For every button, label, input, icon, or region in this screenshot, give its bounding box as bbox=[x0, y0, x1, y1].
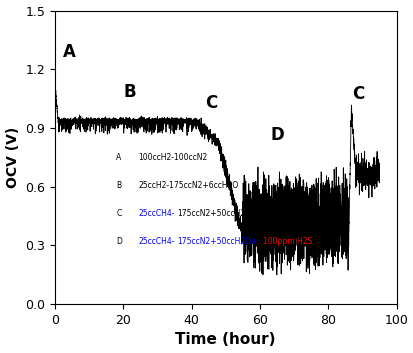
Text: C: C bbox=[116, 209, 121, 218]
Text: D: D bbox=[116, 237, 122, 246]
Text: D: D bbox=[269, 126, 283, 144]
Text: B: B bbox=[123, 83, 135, 101]
Text: 25ccCH4-: 25ccCH4- bbox=[138, 237, 175, 246]
Text: 175ccN2+50ccH2O: 175ccN2+50ccH2O bbox=[177, 209, 251, 218]
Y-axis label: OCV (V): OCV (V) bbox=[5, 127, 19, 188]
Text: A: A bbox=[116, 153, 121, 162]
Text: A: A bbox=[63, 43, 76, 61]
Text: C: C bbox=[205, 94, 217, 112]
X-axis label: Time (hour): Time (hour) bbox=[175, 333, 275, 347]
Text: 100ccH2-100ccN2: 100ccH2-100ccN2 bbox=[138, 153, 207, 162]
Text: 175ccN2+50ccH2O+: 175ccN2+50ccH2O+ bbox=[177, 237, 257, 246]
Text: 25ccH2-175ccN2+6ccH2O: 25ccH2-175ccN2+6ccH2O bbox=[138, 181, 238, 190]
Text: 100ppm H2S: 100ppm H2S bbox=[262, 237, 311, 246]
Text: B: B bbox=[116, 181, 121, 190]
Text: C: C bbox=[351, 85, 363, 103]
Text: 25ccCH4-: 25ccCH4- bbox=[138, 209, 175, 218]
